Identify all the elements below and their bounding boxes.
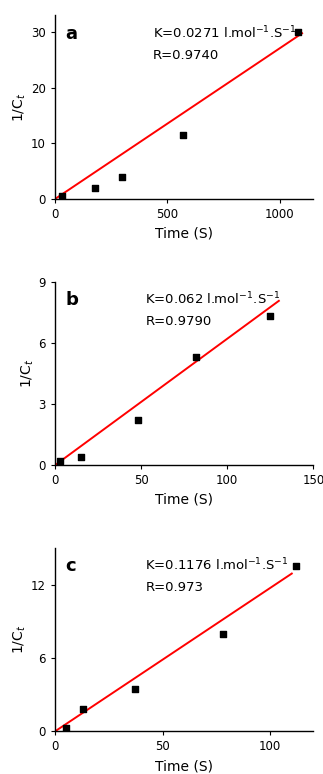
Point	[135, 414, 140, 426]
Point	[80, 704, 86, 716]
Text: R=0.973: R=0.973	[145, 581, 203, 594]
Point	[120, 170, 125, 183]
Y-axis label: 1/C$_t$: 1/C$_t$	[12, 93, 28, 122]
X-axis label: Time (S): Time (S)	[155, 759, 213, 773]
Y-axis label: 1/C$_t$: 1/C$_t$	[19, 358, 36, 389]
Point	[294, 560, 299, 573]
Text: K=0.0271 l.mol$^{-1}$.S$^{-1}$: K=0.0271 l.mol$^{-1}$.S$^{-1}$	[153, 25, 297, 41]
X-axis label: Time (S): Time (S)	[155, 493, 213, 507]
Y-axis label: 1/C$_t$: 1/C$_t$	[12, 625, 28, 654]
Point	[220, 628, 225, 640]
Point	[57, 454, 63, 467]
Point	[59, 190, 64, 203]
Text: K=0.062 l.mol$^{-1}$.S$^{-1}$: K=0.062 l.mol$^{-1}$.S$^{-1}$	[145, 291, 281, 307]
Point	[132, 683, 137, 695]
Text: R=0.9790: R=0.9790	[145, 315, 212, 327]
Point	[93, 182, 98, 194]
Point	[63, 721, 68, 734]
Point	[78, 451, 83, 464]
Text: R=0.9740: R=0.9740	[153, 49, 219, 61]
X-axis label: Time (S): Time (S)	[155, 227, 213, 241]
Point	[181, 129, 186, 142]
Text: b: b	[65, 291, 78, 309]
Point	[268, 310, 273, 323]
Point	[295, 26, 300, 39]
Text: c: c	[65, 557, 76, 575]
Point	[193, 351, 199, 363]
Text: a: a	[65, 25, 77, 43]
Text: K=0.1176 l.mol$^{-1}$.S$^{-1}$: K=0.1176 l.mol$^{-1}$.S$^{-1}$	[145, 557, 289, 574]
